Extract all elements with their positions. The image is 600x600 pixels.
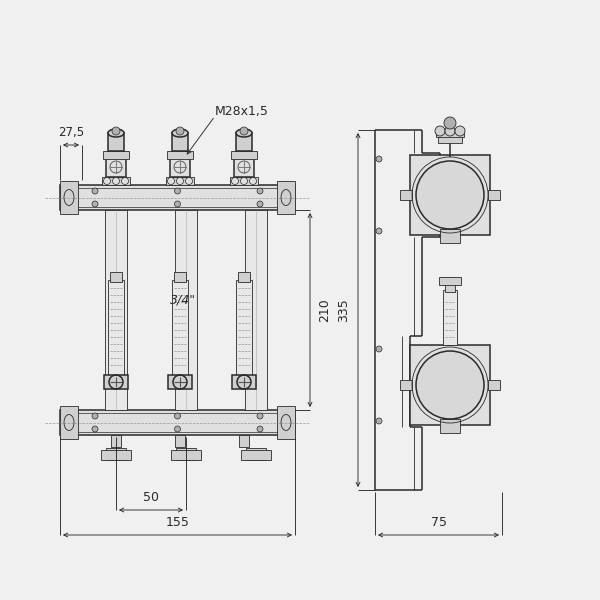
- Bar: [101, 450, 131, 460]
- Circle shape: [240, 127, 248, 135]
- Ellipse shape: [172, 129, 188, 137]
- Bar: [230, 177, 258, 185]
- Bar: [231, 151, 257, 159]
- Circle shape: [232, 178, 239, 185]
- Bar: [108, 133, 124, 151]
- Bar: [103, 151, 129, 159]
- Bar: [236, 133, 252, 151]
- Bar: [172, 280, 188, 375]
- Circle shape: [241, 178, 248, 185]
- Bar: [170, 157, 190, 177]
- Bar: [168, 375, 192, 389]
- Bar: [410, 345, 490, 425]
- Circle shape: [444, 117, 456, 129]
- Circle shape: [455, 126, 465, 136]
- Bar: [440, 229, 460, 243]
- Circle shape: [112, 127, 120, 135]
- Bar: [175, 435, 185, 447]
- Bar: [104, 375, 128, 389]
- Circle shape: [175, 426, 181, 432]
- Bar: [277, 181, 295, 214]
- Circle shape: [176, 127, 184, 135]
- Bar: [246, 448, 266, 460]
- Bar: [102, 177, 130, 185]
- Bar: [166, 177, 194, 185]
- Circle shape: [92, 413, 98, 419]
- Circle shape: [92, 426, 98, 432]
- Bar: [443, 290, 457, 345]
- Bar: [245, 210, 267, 410]
- Text: 210: 210: [318, 298, 331, 322]
- Bar: [438, 135, 462, 143]
- Bar: [234, 157, 254, 177]
- Bar: [111, 435, 121, 447]
- Circle shape: [92, 201, 98, 207]
- Bar: [60, 410, 295, 435]
- Bar: [400, 380, 412, 390]
- Text: 75: 75: [431, 516, 446, 529]
- Text: M28x1,5: M28x1,5: [215, 106, 269, 118]
- Bar: [488, 190, 500, 200]
- Bar: [176, 448, 196, 460]
- Text: 3/4": 3/4": [170, 293, 196, 307]
- Circle shape: [121, 178, 128, 185]
- Circle shape: [250, 178, 257, 185]
- Bar: [439, 277, 461, 285]
- Bar: [106, 157, 126, 177]
- Circle shape: [376, 228, 382, 234]
- Bar: [488, 380, 500, 390]
- Bar: [167, 151, 193, 159]
- Bar: [400, 190, 412, 200]
- Bar: [175, 210, 197, 410]
- Bar: [60, 181, 78, 214]
- Circle shape: [176, 178, 184, 185]
- Bar: [172, 133, 188, 151]
- Circle shape: [257, 413, 263, 419]
- Circle shape: [435, 126, 445, 136]
- Text: 50: 50: [143, 491, 159, 504]
- Circle shape: [167, 178, 175, 185]
- Bar: [241, 450, 271, 460]
- Bar: [238, 272, 250, 282]
- Circle shape: [175, 188, 181, 194]
- Bar: [174, 272, 186, 282]
- Circle shape: [257, 426, 263, 432]
- Text: 155: 155: [166, 516, 190, 529]
- Bar: [440, 419, 460, 433]
- Bar: [232, 375, 256, 389]
- Circle shape: [376, 418, 382, 424]
- Circle shape: [175, 201, 181, 207]
- Bar: [108, 280, 124, 375]
- Bar: [436, 129, 464, 137]
- Text: 27,5: 27,5: [58, 126, 84, 139]
- Bar: [236, 280, 252, 375]
- Circle shape: [376, 346, 382, 352]
- Bar: [106, 448, 126, 460]
- Text: 335: 335: [337, 298, 350, 322]
- Circle shape: [113, 178, 119, 185]
- Bar: [410, 155, 490, 235]
- Circle shape: [416, 161, 484, 229]
- Ellipse shape: [108, 129, 124, 137]
- Bar: [110, 272, 122, 282]
- Bar: [60, 406, 78, 439]
- Circle shape: [376, 156, 382, 162]
- Bar: [277, 406, 295, 439]
- Bar: [445, 284, 455, 292]
- Circle shape: [104, 178, 110, 185]
- Circle shape: [257, 188, 263, 194]
- Bar: [171, 450, 201, 460]
- Bar: [239, 435, 249, 447]
- Bar: [60, 185, 295, 210]
- Circle shape: [92, 188, 98, 194]
- Circle shape: [175, 413, 181, 419]
- Ellipse shape: [236, 129, 252, 137]
- Bar: [105, 210, 127, 410]
- Circle shape: [257, 201, 263, 207]
- Circle shape: [416, 351, 484, 419]
- Circle shape: [185, 178, 193, 185]
- Circle shape: [445, 126, 455, 136]
